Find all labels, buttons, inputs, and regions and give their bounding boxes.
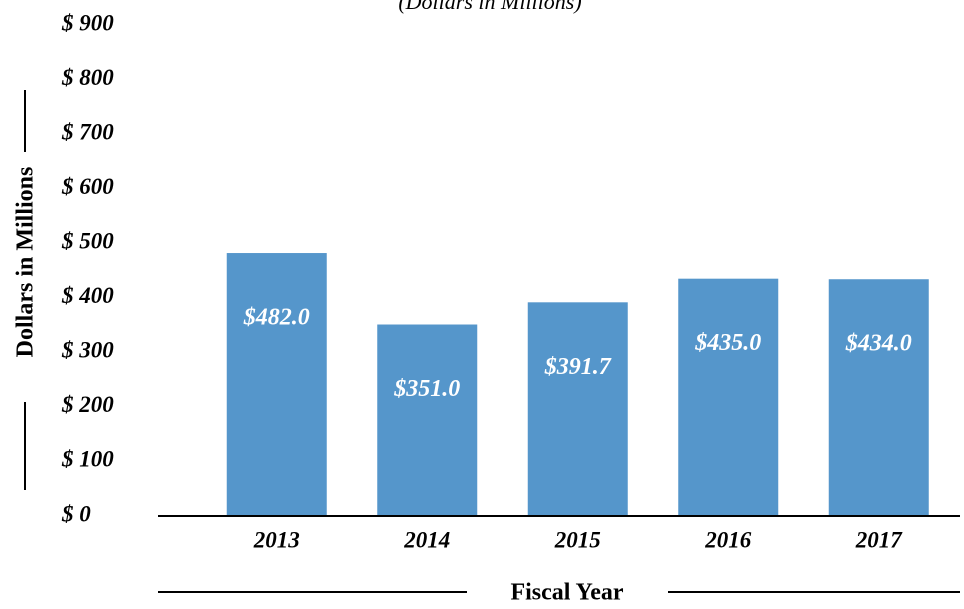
x-tick-label: 2017 (855, 527, 904, 552)
value-label: $482.0 (243, 305, 310, 331)
value-label: $391.7 (544, 354, 612, 380)
y-tick-label: $ 100 (61, 447, 114, 472)
bar (678, 278, 779, 516)
y-tick-label: $ 200 (61, 392, 114, 417)
value-label: $435.0 (694, 330, 761, 356)
y-tick-label: $ 800 (61, 65, 114, 90)
value-label: $434.0 (845, 331, 912, 357)
y-tick-label: $ 700 (61, 119, 114, 144)
bar (828, 279, 929, 516)
x-axis-title: Fiscal Year (510, 580, 623, 606)
y-tick-label: $ 0 (61, 501, 91, 526)
x-tick-label: 2015 (554, 527, 601, 552)
bar (377, 324, 478, 516)
y-tick-label: $ 400 (61, 283, 114, 308)
y-axis-title: Dollars in Millions (13, 167, 39, 358)
y-tick-label: $ 500 (61, 229, 114, 254)
y-tick-label: $ 300 (61, 338, 114, 363)
y-tick-label: $ 900 (61, 10, 114, 35)
x-tick-label: 2014 (403, 527, 450, 552)
bar (527, 302, 628, 516)
y-tick-label: $ 600 (61, 174, 114, 199)
chart-subtitle: (Dollars in Millions) (398, 0, 581, 14)
x-tick-label: 2013 (253, 527, 300, 552)
value-label: $351.0 (393, 376, 460, 402)
bar (226, 253, 327, 516)
x-tick-label: 2016 (704, 527, 752, 552)
